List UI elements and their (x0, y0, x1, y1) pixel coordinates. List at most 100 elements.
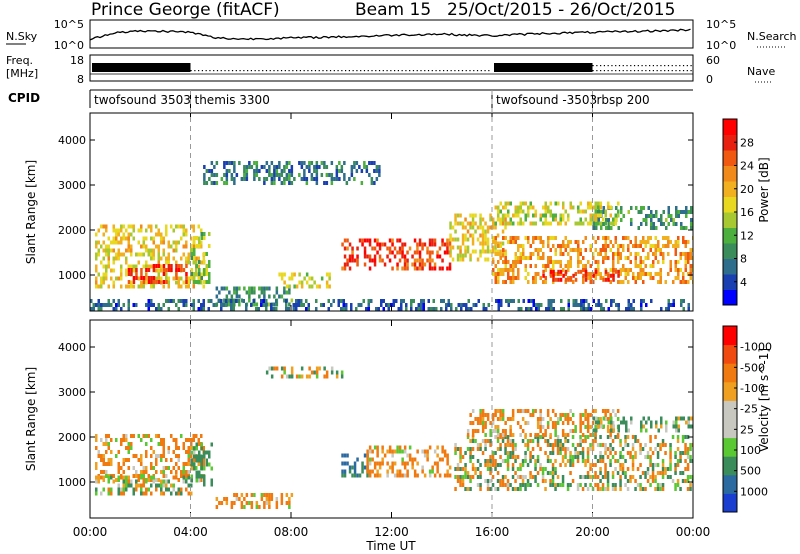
data-cell (666, 467, 670, 471)
noise-right-label: N.Search (747, 30, 797, 43)
data-cell (640, 420, 643, 425)
data-cell (120, 466, 123, 470)
data-cell (539, 256, 542, 260)
data-cell (587, 260, 590, 264)
data-cell (132, 434, 135, 438)
data-cell (476, 447, 480, 451)
data-cell (580, 307, 583, 311)
data-cell (155, 264, 158, 268)
data-cell (499, 443, 502, 447)
data-cell (406, 258, 409, 263)
data-cell (527, 299, 530, 303)
data-cell (268, 165, 271, 169)
data-cell (517, 307, 520, 311)
data-cell (491, 455, 495, 459)
data-cell (97, 479, 100, 484)
data-cell (619, 244, 622, 248)
data-cell (152, 450, 155, 454)
data-cell (315, 165, 319, 169)
data-cell (649, 475, 652, 479)
data-cell (624, 459, 627, 463)
data-cell (502, 236, 505, 240)
data-cell (581, 433, 585, 437)
data-cell (496, 439, 500, 443)
data-cell (323, 374, 326, 379)
data-cell (572, 303, 575, 307)
data-cell (580, 299, 583, 303)
data-cell (547, 236, 550, 240)
data-cell (682, 307, 685, 311)
data-cell (479, 483, 482, 487)
noise-right-tick-bottom: 10^0 (706, 39, 736, 52)
data-cell (197, 307, 200, 311)
data-cell (526, 421, 530, 425)
data-cell (504, 475, 507, 479)
data-cell (140, 470, 143, 474)
data-cell (403, 461, 407, 466)
data-cell (167, 240, 170, 245)
data-cell (140, 272, 143, 276)
data-cell (667, 240, 670, 244)
data-cell (542, 280, 545, 284)
data-cell (532, 299, 535, 303)
data-cell (127, 307, 130, 311)
data-cell (212, 303, 215, 307)
data-cell (674, 455, 677, 459)
data-cell (413, 262, 417, 267)
data-cell (260, 290, 264, 295)
data-cell (539, 435, 542, 439)
data-cell (486, 417, 490, 421)
data-cell (631, 443, 635, 447)
data-cell (589, 264, 592, 268)
data-cell (461, 221, 465, 226)
data-cell (105, 268, 108, 273)
data-cell (559, 213, 562, 218)
data-cell (102, 303, 105, 307)
data-cell (145, 248, 148, 253)
data-cell (479, 487, 482, 491)
data-cell (564, 451, 567, 455)
data-cell (544, 429, 547, 433)
data-cell (210, 161, 214, 165)
freq-dot (352, 70, 354, 72)
data-cell (240, 177, 244, 181)
data-cell (474, 417, 477, 421)
data-cell (275, 497, 279, 501)
data-cell (315, 177, 319, 181)
data-cell (569, 240, 572, 244)
data-cell (584, 269, 588, 274)
data-cell (549, 471, 552, 475)
data-cell (496, 471, 500, 475)
data-cell (674, 471, 677, 475)
data-cell (208, 260, 211, 264)
data-cell (288, 501, 291, 505)
data-cell (288, 169, 291, 173)
data-cell (152, 256, 155, 261)
data-cell (569, 205, 572, 210)
data-cell (367, 299, 370, 303)
data-cell (489, 213, 492, 218)
data-cell (165, 479, 168, 484)
data-cell (617, 248, 620, 252)
data-cell (689, 459, 692, 463)
data-cell (353, 461, 357, 466)
data-cell (604, 240, 607, 244)
data-cell (433, 262, 437, 267)
data-cell (200, 466, 203, 471)
data-cell (584, 425, 587, 429)
data-cell (190, 466, 193, 471)
data-cell (594, 260, 597, 264)
data-cell (584, 435, 587, 439)
data-cell (102, 280, 105, 285)
data-cell (353, 177, 356, 181)
data-cell (293, 284, 296, 289)
data-cell (145, 303, 148, 307)
data-cell (595, 416, 598, 421)
data-cell (170, 299, 173, 303)
data-cell (489, 455, 492, 459)
data-cell (428, 250, 432, 255)
freq-dot (228, 70, 230, 72)
data-cell (642, 240, 645, 244)
data-cell (105, 438, 108, 442)
data-cell (265, 299, 268, 303)
